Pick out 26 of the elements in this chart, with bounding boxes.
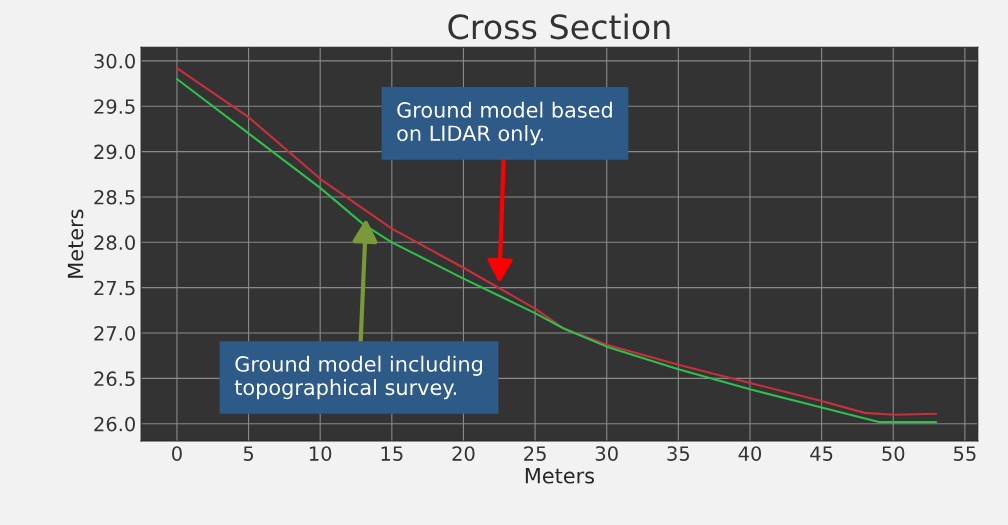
y-tick-label: 27.5 — [94, 280, 135, 296]
y-axis-title: Meters — [67, 209, 84, 278]
x-tick-label: 40 — [738, 446, 762, 461]
y-tick-label: 28.0 — [94, 235, 135, 250]
x-tick-label: 55 — [954, 446, 976, 461]
x-tick-label: 30 — [595, 446, 618, 461]
x-tick-label: 10 — [309, 446, 332, 461]
chart-title: Cross Section — [448, 13, 670, 40]
annotation: Ground model based on LIDAR only. — [397, 101, 612, 146]
y-tick-label: 27.0 — [94, 325, 135, 341]
x-tick-label: 25 — [524, 446, 546, 461]
y-tick-label: 29.0 — [94, 144, 135, 160]
y-tick-label: 29.5 — [94, 99, 135, 114]
x-tick-label: 5 — [243, 446, 254, 461]
x-tick-label: 0 — [172, 446, 182, 461]
x-tick-label: 50 — [882, 446, 905, 461]
x-axis-title: Meters — [525, 468, 595, 484]
x-tick-label: 20 — [452, 446, 475, 461]
y-tick-label: 26.0 — [94, 416, 135, 432]
y-tick-label: 30.0 — [94, 53, 135, 69]
x-tick-label: 15 — [381, 446, 403, 461]
y-tick-label: 28.5 — [94, 189, 135, 205]
x-tick-label: 35 — [667, 446, 690, 461]
y-tick-label: 26.5 — [94, 371, 135, 387]
annotation: Ground model including topographical survey. — [234, 355, 482, 400]
x-tick-label: 45 — [810, 446, 833, 461]
